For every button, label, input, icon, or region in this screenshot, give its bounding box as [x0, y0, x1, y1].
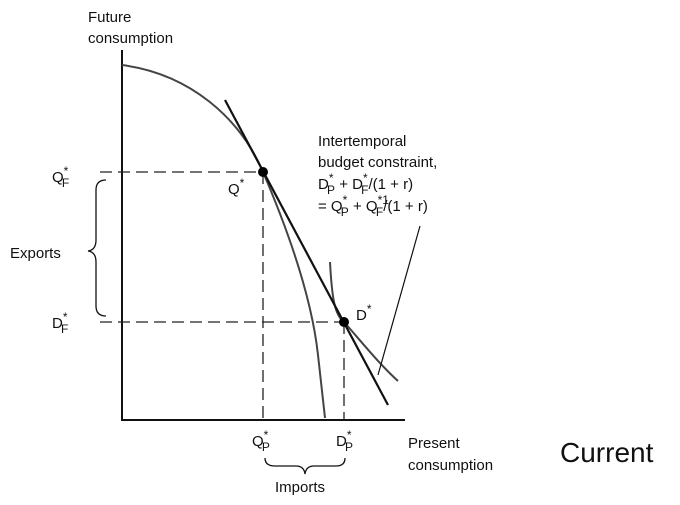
subscript: F	[361, 183, 368, 197]
label-text: /(1 + r)	[368, 176, 413, 193]
label-text: consumption	[88, 30, 173, 47]
subscript: P	[345, 440, 353, 454]
subscript: P	[327, 183, 335, 197]
label-text: Q	[228, 181, 240, 198]
constraint-text: Intertemporal	[318, 133, 406, 150]
label-text: /(1 + r)	[383, 198, 428, 215]
imports-label: Imports	[275, 479, 325, 496]
exports-brace	[87, 179, 107, 317]
superscript: *1	[378, 193, 390, 207]
exports-label: Exports	[10, 245, 61, 262]
label-text: D	[318, 176, 329, 193]
q-p-label: Q* P	[252, 428, 270, 454]
superscript: *	[63, 310, 68, 324]
pointer-line	[377, 225, 421, 376]
label-text: Intertemporal	[318, 133, 406, 150]
label-text: D	[356, 307, 367, 324]
budget-line	[224, 99, 389, 406]
x-axis-title: consumption	[408, 457, 493, 474]
label-text: Future	[88, 9, 131, 26]
q-f-label: Q* F	[52, 164, 69, 190]
superscript: *	[367, 302, 372, 316]
x-axis-title: Present	[408, 435, 461, 452]
d-f-label: D* F	[52, 310, 68, 336]
d-star-label: D*	[356, 302, 372, 324]
label-text: Current	[560, 437, 654, 468]
subscript: P	[262, 440, 270, 454]
label-text: Present	[408, 435, 461, 452]
label-text: D	[52, 315, 63, 332]
constraint-text: = Q* P + Q*1 F/(1 + r)	[318, 193, 428, 219]
superscript: *	[363, 171, 368, 185]
label-text: Q	[52, 169, 64, 186]
superscript: *	[240, 176, 245, 190]
superscript: *	[264, 428, 269, 442]
label-text: consumption	[408, 457, 493, 474]
label-text: + Q	[349, 198, 378, 215]
label-text: + D	[335, 176, 363, 193]
label-text: Exports	[10, 245, 61, 262]
side-label: Current	[560, 437, 654, 468]
superscript: *	[329, 171, 334, 185]
label-text: Imports	[275, 479, 325, 496]
label-text: Q	[252, 433, 264, 450]
subscript: F	[376, 205, 383, 219]
superscript: *	[347, 428, 352, 442]
point-d	[339, 317, 349, 327]
subscript: F	[62, 176, 69, 190]
q-star-label: Q*	[228, 176, 245, 198]
point-q	[258, 167, 268, 177]
label-text: D	[336, 433, 347, 450]
y-axis-title: Future	[88, 9, 131, 26]
subscript: F	[61, 322, 68, 336]
label-text: budget constraint,	[318, 154, 437, 171]
subscript: P	[341, 205, 349, 219]
superscript: *	[343, 193, 348, 207]
constraint-text: D* P + D* F/(1 + r)	[318, 171, 413, 197]
y-axis-title: consumption	[88, 30, 173, 47]
superscript: *	[64, 164, 69, 178]
constraint-text: budget constraint,	[318, 154, 437, 171]
d-p-label: D* P	[336, 428, 353, 454]
ppf-curve	[121, 64, 326, 419]
imports-brace	[264, 457, 346, 475]
label-text: = Q	[318, 198, 343, 215]
